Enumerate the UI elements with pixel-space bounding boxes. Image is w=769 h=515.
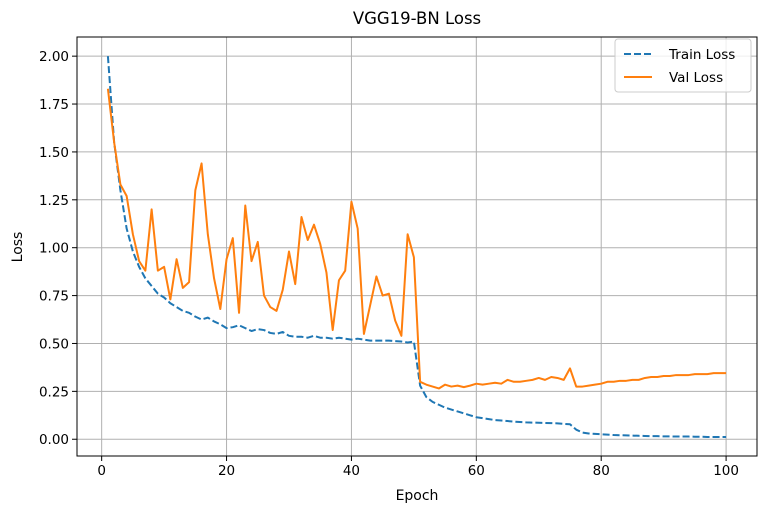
y-tick-label: 0.25 [39,384,69,400]
legend-label-train: Train Loss [668,47,735,63]
legend: Train Loss Val Loss [614,38,752,93]
x-tick-label: 60 [468,463,485,479]
x-tick-label: 100 [713,463,739,479]
y-tick-label: 0.50 [39,336,69,352]
x-axis-ticks: 0 20 40 60 80 100 [97,456,739,479]
x-tick-label: 20 [218,463,235,479]
series-line-val-loss [106,88,727,390]
y-tick-label: 2.00 [39,49,69,65]
x-tick-label: 40 [343,463,360,479]
y-axis-label: Loss [10,232,26,263]
y-tick-label: 1.25 [39,193,69,209]
x-tick-label: 80 [593,463,610,479]
chart-title: VGG19-BN Loss [353,9,481,28]
y-tick-label: 1.50 [39,145,69,161]
y-tick-label: 0.00 [39,432,69,448]
legend-box [614,38,752,93]
series-layer [106,56,727,438]
legend-label-val: Val Loss [669,70,723,86]
y-tick-label: 0.75 [39,289,69,305]
series-line-train-loss [106,56,727,438]
grid [77,37,757,456]
x-tick-label: 0 [97,463,106,479]
plot-frame [76,36,758,457]
y-tick-label: 1.75 [39,97,69,113]
y-tick-label: 1.00 [39,241,69,257]
x-axis-label: Epoch [396,488,439,504]
y-axis-ticks: 0.00 0.25 0.50 0.75 1.00 1.25 1.50 1.75 2.00 [39,49,77,448]
